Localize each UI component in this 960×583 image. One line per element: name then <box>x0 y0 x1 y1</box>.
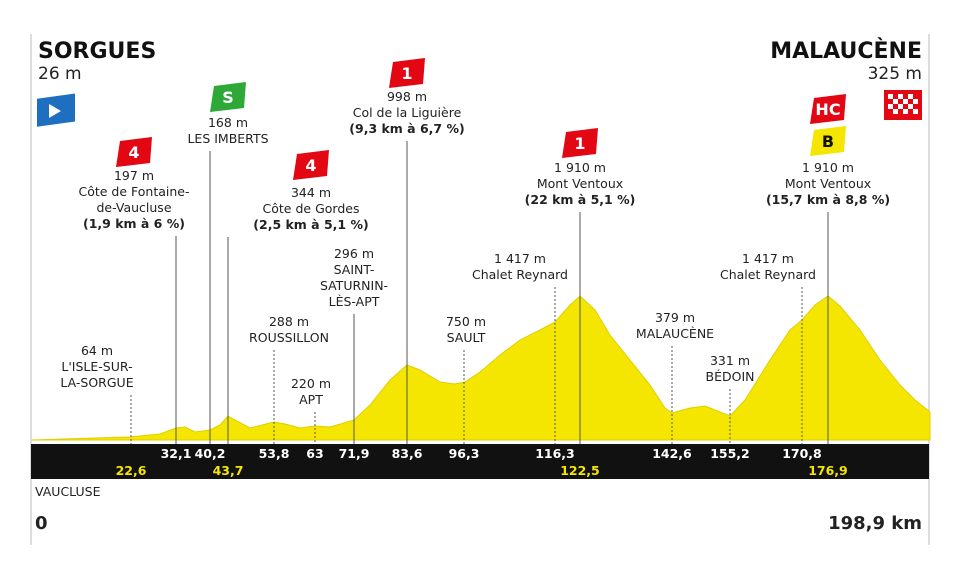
point-name: LÈS-APT <box>329 294 380 309</box>
point-name: Chalet Reynard <box>720 267 816 282</box>
point-elevation: 344 m <box>291 185 331 200</box>
point-name: Côte de Gordes <box>263 201 360 216</box>
finish-name: MALAUCÈNE <box>770 38 922 64</box>
point-elevation: 197 m <box>114 168 154 183</box>
point-elevation: 1 417 m <box>742 251 794 266</box>
badge <box>389 58 425 88</box>
point-elevation: 296 m <box>334 246 374 261</box>
badge <box>116 137 152 167</box>
start-name: SORGUES <box>38 39 156 64</box>
km-label: 83,6 <box>392 446 423 461</box>
point-name: Côte de Fontaine- <box>78 184 189 199</box>
km-label: 116,3 <box>535 446 575 461</box>
point-name: APT <box>299 392 323 407</box>
point-elevation: 64 m <box>81 343 113 358</box>
badge-label: 1 <box>574 134 585 153</box>
badge-label: 4 <box>128 143 139 162</box>
point-name: L'ISLE-SUR- <box>61 359 132 374</box>
point-name: BÉDOIN <box>706 369 755 384</box>
point-name: SATURNIN- <box>320 278 388 293</box>
km-label: 32,1 <box>161 446 192 461</box>
point-elevation: 998 m <box>387 89 427 104</box>
distance-end: 198,9 km <box>828 513 922 534</box>
finish-flag <box>884 90 922 120</box>
badge-label: HC <box>815 100 840 119</box>
climb-info: (2,5 km à 5,1 %) <box>253 217 368 232</box>
badge <box>293 150 329 180</box>
point-elevation: 168 m <box>208 115 248 130</box>
start-elevation: 26 m <box>38 64 82 84</box>
km-label: 53,8 <box>259 446 290 461</box>
km-label: 71,9 <box>339 446 370 461</box>
start-flag <box>37 93 75 127</box>
point-name: de-Vaucluse <box>96 200 171 215</box>
climb-info: (22 km à 5,1 %) <box>525 192 636 207</box>
km-label: 155,2 <box>710 446 750 461</box>
climb-info: (15,7 km à 8,8 %) <box>766 192 890 207</box>
badge <box>810 94 846 124</box>
distance-start: 0 <box>35 513 48 534</box>
km-label: 142,6 <box>652 446 692 461</box>
point-elevation: 1 910 m <box>802 160 854 175</box>
point-name: ROUSSILLON <box>249 330 329 345</box>
badge <box>562 128 598 158</box>
point-name: MALAUCÈNE <box>636 326 714 341</box>
climb-info: (9,3 km à 6,7 %) <box>349 121 464 136</box>
point-name: SAINT- <box>334 262 375 277</box>
point-elevation: 331 m <box>710 353 750 368</box>
badge-label: 4 <box>305 156 316 175</box>
point-name: LES IMBERTS <box>187 131 268 146</box>
km-label: 40,2 <box>195 446 226 461</box>
km-label: 170,8 <box>782 446 822 461</box>
point-elevation: 1 910 m <box>554 160 606 175</box>
finish-elevation: 325 m <box>868 64 922 84</box>
point-name: Mont Ventoux <box>537 176 623 191</box>
badge <box>210 82 246 112</box>
region: VAUCLUSE <box>35 484 101 499</box>
km-label: 122,5 <box>560 463 600 478</box>
point-name: SAULT <box>447 330 486 345</box>
point-name: Mont Ventoux <box>785 176 871 191</box>
profile <box>31 295 931 441</box>
point-name: LA-SORGUE <box>60 375 133 390</box>
badge-label: B <box>822 132 834 151</box>
km-label: 63 <box>306 446 323 461</box>
badge <box>810 126 846 156</box>
km-band <box>31 444 929 479</box>
badge-label: 1 <box>401 64 412 83</box>
km-label: 96,3 <box>449 446 480 461</box>
point-elevation: 1 417 m <box>494 251 546 266</box>
climb-info: (1,9 km à 6 %) <box>83 216 185 231</box>
point-name: Col de la Liguière <box>353 105 462 120</box>
km-label: 22,6 <box>116 463 147 478</box>
point-name: Chalet Reynard <box>472 267 568 282</box>
point-elevation: 379 m <box>655 310 695 325</box>
km-label: 43,7 <box>213 463 244 478</box>
badge-label: S <box>222 88 234 107</box>
point-elevation: 750 m <box>446 314 486 329</box>
point-elevation: 288 m <box>269 314 309 329</box>
km-label: 176,9 <box>808 463 848 478</box>
point-elevation: 220 m <box>291 376 331 391</box>
